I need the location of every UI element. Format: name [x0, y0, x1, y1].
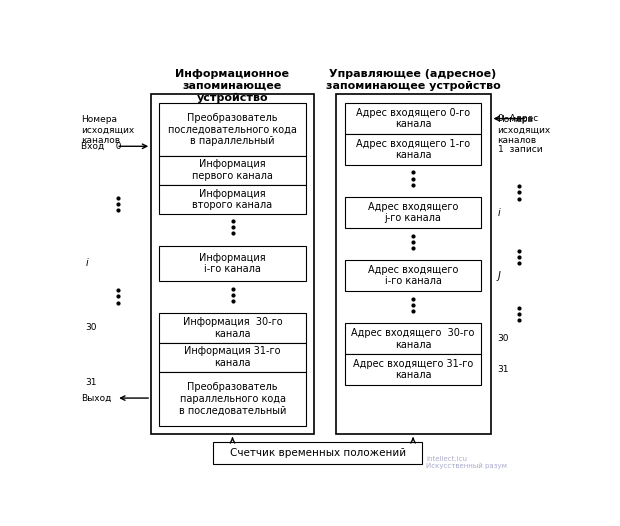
Bar — [345, 103, 481, 134]
Text: i: i — [497, 207, 500, 217]
Text: i: i — [86, 258, 88, 268]
Text: Информация 31-го
канала: Информация 31-го канала — [184, 347, 281, 368]
Bar — [335, 94, 490, 434]
Text: Управляющее (адресное)
запоминающее устройство: Управляющее (адресное) запоминающее устр… — [326, 69, 500, 91]
Text: J: J — [497, 271, 500, 281]
Bar — [345, 354, 481, 385]
Text: Информация
i-го канала: Информация i-го канала — [199, 252, 266, 274]
Text: Номера
исходящих
каналов: Номера исходящих каналов — [81, 116, 135, 145]
Bar — [159, 156, 306, 185]
Bar — [213, 442, 422, 463]
Bar — [345, 260, 481, 291]
Bar — [159, 342, 306, 372]
Text: Адрес входящего 1-го
канала: Адрес входящего 1-го канала — [356, 138, 470, 160]
Bar — [159, 246, 306, 281]
Text: 30: 30 — [86, 323, 97, 332]
Text: 1  записи: 1 записи — [497, 145, 542, 154]
Bar — [159, 185, 306, 214]
Text: Адрес входящего
i-го канала: Адрес входящего i-го канала — [368, 265, 458, 287]
Bar — [345, 323, 481, 354]
Text: Счетчик временных положений: Счетчик временных положений — [229, 448, 406, 458]
Text: intellect.icu
Искусственный разум: intellect.icu Искусственный разум — [427, 456, 507, 469]
Text: Информация
второго канала: Информация второго канала — [192, 189, 273, 210]
Bar — [151, 94, 314, 434]
Text: Информация
первого канала: Информация первого канала — [192, 159, 273, 181]
Text: 31: 31 — [497, 365, 509, 374]
Bar — [345, 197, 481, 228]
Text: Адрес входящего 31-го
канала: Адрес входящего 31-го канала — [353, 359, 473, 380]
Text: Вход    0: Вход 0 — [81, 142, 122, 151]
Bar — [159, 313, 306, 342]
Text: Преобразователь
последовательного кода
в параллельный: Преобразователь последовательного кода в… — [168, 113, 297, 146]
Text: 30: 30 — [497, 335, 509, 343]
Bar — [159, 372, 306, 426]
Text: 0  Адрес: 0 Адрес — [497, 114, 538, 123]
Text: Адрес входящего 0-го
канала: Адрес входящего 0-го канала — [356, 108, 470, 129]
Text: Преобразователь
параллельного кода
в последовательный: Преобразователь параллельного кода в пос… — [179, 382, 286, 416]
Bar — [345, 134, 481, 165]
Text: Выход: Выход — [81, 393, 112, 402]
Text: Адрес входящего  30-го
канала: Адрес входящего 30-го канала — [352, 328, 475, 350]
Text: Информационное
запоминающее
устройство: Информационное запоминающее устройство — [175, 69, 290, 103]
Text: Информация  30-го
канала: Информация 30-го канала — [183, 317, 282, 339]
Text: Номера
исходящих
каналов: Номера исходящих каналов — [497, 116, 551, 145]
Bar — [159, 103, 306, 156]
Text: 31: 31 — [86, 378, 97, 387]
Text: Адрес входящего
j-го канала: Адрес входящего j-го канала — [368, 201, 458, 224]
